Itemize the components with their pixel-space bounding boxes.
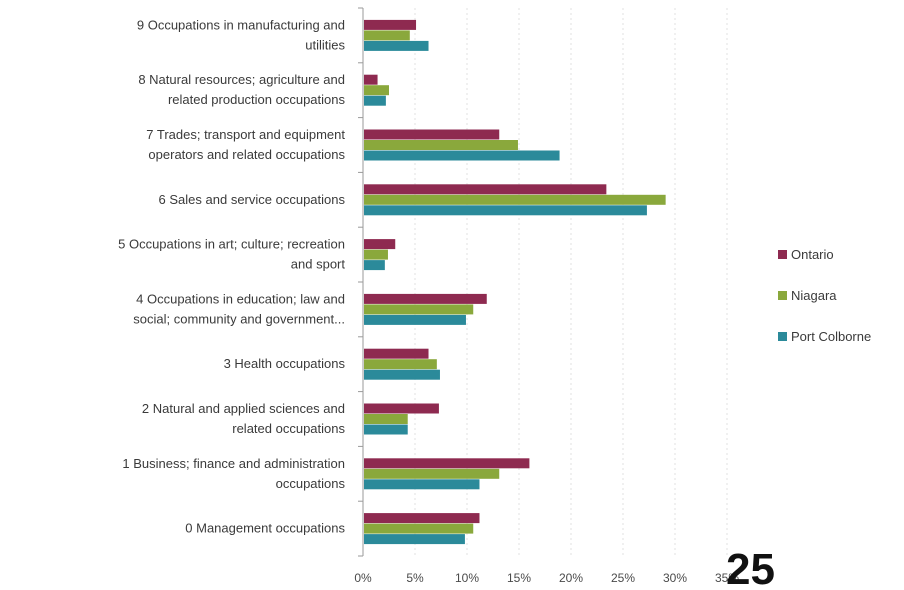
- bar-port-colborne: [364, 534, 465, 545]
- category-label: 6 Sales and service occupations: [159, 192, 346, 207]
- x-tick-label: 30%: [663, 571, 687, 585]
- bar-niagara: [364, 30, 410, 41]
- category-label-line: utilities: [305, 37, 345, 52]
- x-tick-label: 5%: [406, 571, 424, 585]
- x-tick-label: 15%: [507, 571, 531, 585]
- category-label-line: 9 Occupations in manufacturing and: [137, 17, 345, 32]
- category-label-line: 5 Occupations in art; culture; recreatio…: [118, 237, 345, 252]
- bar-series: [364, 19, 666, 545]
- category-label-line: operators and related occupations: [148, 147, 345, 162]
- category-label-line: 0 Management occupations: [185, 521, 345, 536]
- x-tick-label: 10%: [455, 571, 479, 585]
- category-label: 2 Natural and applied sciences and relate…: [142, 401, 346, 436]
- bar-niagara: [364, 85, 389, 96]
- category-label-line: 8 Natural resources; agriculture and: [138, 72, 345, 87]
- x-tick-label: 20%: [559, 571, 583, 585]
- bar-niagara: [364, 414, 408, 424]
- x-axis-tick-labels: 0% 5% 10% 15% 20% 25% 30% 35%: [354, 571, 739, 585]
- category-label-line: 7 Trades; transport and equipment: [146, 127, 345, 142]
- bar-ontario: [364, 458, 530, 469]
- legend-label: Ontario: [791, 247, 834, 262]
- category-label: 7 Trades; transport and equipment operato…: [146, 127, 345, 162]
- category-label: 4 Occupations in education; law and socia…: [133, 291, 345, 326]
- legend-swatch: [778, 291, 787, 300]
- category-label: 3 Health occupations: [224, 356, 346, 371]
- x-tick-label: 0%: [354, 571, 372, 585]
- bar-niagara: [364, 523, 474, 534]
- category-label: 8 Natural resources; agriculture and rela…: [138, 72, 345, 107]
- bar-ontario: [364, 348, 429, 359]
- bar-port-colborne: [364, 260, 385, 271]
- category-label: 0 Management occupations: [185, 521, 345, 536]
- bar-port-colborne: [364, 369, 440, 380]
- bar-ontario: [364, 74, 378, 85]
- category-label-line: 6 Sales and service occupations: [159, 192, 346, 207]
- bar-port-colborne: [364, 205, 647, 216]
- x-tick-label: 35%: [715, 571, 739, 585]
- legend: Ontario Niagara Port Colborne: [778, 247, 871, 344]
- bar-niagara: [364, 194, 666, 205]
- category-label-line: and sport: [291, 257, 346, 272]
- category-label-line: social; community and government...: [133, 311, 345, 326]
- legend-label: Niagara: [791, 288, 837, 303]
- bar-niagara: [364, 140, 518, 150]
- bar-port-colborne: [364, 479, 480, 490]
- category-label-line: occupations: [276, 476, 346, 491]
- category-label-line: related production occupations: [168, 92, 346, 107]
- bar-niagara: [364, 249, 388, 260]
- category-label: 1 Business; finance and administration oc…: [122, 456, 345, 491]
- bar-ontario: [364, 19, 417, 30]
- legend-swatch: [778, 250, 787, 259]
- bar-port-colborne: [364, 150, 560, 161]
- bar-ontario: [364, 129, 500, 140]
- bar-port-colborne: [364, 314, 466, 325]
- bar-ontario: [364, 403, 439, 414]
- bar-niagara: [364, 304, 474, 315]
- category-label-line: 1 Business; finance and administration: [122, 456, 345, 471]
- category-label: 9 Occupations in manufacturing and utilit…: [137, 17, 346, 52]
- page-number: 25: [726, 545, 775, 590]
- bar-ontario: [364, 513, 480, 524]
- bar-ontario: [364, 293, 487, 304]
- category-label-line: 3 Health occupations: [224, 356, 346, 371]
- bar-port-colborne: [364, 40, 429, 51]
- legend-label: Port Colborne: [791, 329, 871, 344]
- bar-ontario: [364, 184, 607, 195]
- category-label-line: 2 Natural and applied sciences and: [142, 401, 345, 416]
- bar-port-colborne: [364, 424, 408, 435]
- category-label: 5 Occupations in art; culture; recreatio…: [118, 237, 345, 272]
- bar-port-colborne: [364, 95, 386, 106]
- bar-niagara: [364, 359, 437, 370]
- category-labels: 9 Occupations in manufacturing and utilit…: [118, 17, 345, 535]
- category-label-line: related occupations: [232, 421, 345, 436]
- x-tick-label: 25%: [611, 571, 635, 585]
- bar-ontario: [364, 239, 396, 250]
- legend-swatch: [778, 332, 787, 341]
- category-axis: [358, 7, 364, 557]
- category-label-line: 4 Occupations in education; law and: [136, 291, 345, 306]
- bar-niagara: [364, 468, 500, 479]
